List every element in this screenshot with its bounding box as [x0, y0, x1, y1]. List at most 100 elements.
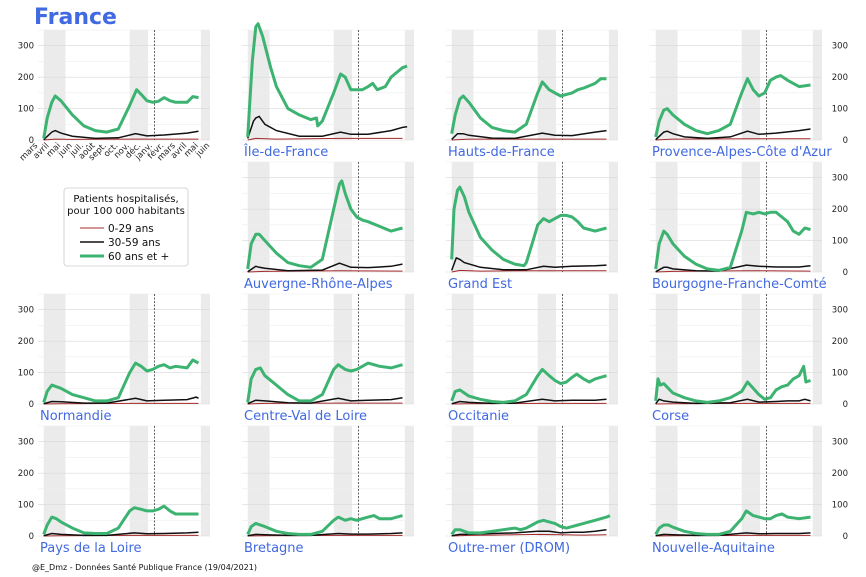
series-line-60-plus [654, 364, 811, 404]
panel-label: Hauts-de-France [448, 145, 555, 160]
series-line-30-59 [451, 528, 607, 537]
lockdown-band [333, 426, 353, 536]
lockdown-band [608, 30, 618, 140]
series-line-0-29 [247, 137, 403, 141]
series-line-60-plus [246, 514, 403, 536]
lockdown-band [537, 294, 557, 404]
lockdown-band [200, 426, 210, 536]
lockdown-band [404, 294, 414, 404]
lockdown-band [608, 294, 618, 404]
lockdown-band [655, 294, 678, 404]
legend-subtitle: pour 100 000 habitants [67, 206, 185, 217]
panel: 0 100 200 300 Corse [650, 293, 848, 424]
series-line-60-plus [42, 358, 200, 403]
lockdown-band [333, 162, 353, 272]
series-line-30-59 [43, 129, 199, 141]
lockdown-band [404, 30, 414, 140]
series-line-60-plus [450, 514, 611, 536]
panels-grid: 0100200300marsavrilmaijuinjuil.aoûtsept.… [18, 22, 848, 556]
series-line-60-plus [246, 179, 403, 270]
lockdown-band [333, 30, 353, 140]
lockdown-band [247, 162, 270, 272]
panel: 0 100 200 300 Pays de la Loire [18, 425, 210, 556]
y-tick-label: 100 [832, 105, 848, 115]
lockdown-band [200, 30, 210, 140]
y-tick-label: 100 [18, 501, 34, 511]
series-line-0-29 [451, 138, 607, 141]
panel-label: Grand Est [448, 277, 512, 292]
panel-label: Provence-Alpes-Côte d'Azur [652, 145, 832, 160]
lockdown-band [129, 30, 149, 140]
y-tick-label: 100 [832, 501, 848, 511]
lockdown-band [247, 426, 270, 536]
lockdown-band [741, 294, 761, 404]
lockdown-band [200, 294, 210, 404]
series-line-60-plus [450, 77, 607, 134]
y-tick-label: 0 [29, 136, 34, 146]
panel-label: Nouvelle-Aquitaine [652, 541, 775, 556]
y-tick-label: 200 [18, 337, 34, 347]
lockdown-band [655, 426, 678, 536]
lockdown-band [608, 426, 618, 536]
lockdown-band [43, 294, 66, 404]
lockdown-band [43, 426, 66, 536]
panel: Auvergne-Rhône-Alpes [242, 161, 414, 292]
y-tick-label: 200 [832, 469, 848, 479]
series-line-60-plus [246, 22, 408, 137]
lockdown-band [812, 30, 822, 140]
series-line-60-plus [246, 361, 403, 403]
panel-label: Auvergne-Rhône-Alpes [244, 277, 393, 292]
panel: Île-de-France [242, 22, 414, 160]
y-tick-label: 100 [832, 237, 848, 247]
y-tick-label: 100 [832, 369, 848, 379]
legend-title: Patients hospitalisés, [73, 193, 178, 205]
series-line-30-59 [43, 531, 199, 537]
series-line-30-59 [655, 398, 811, 405]
lockdown-band [537, 426, 557, 536]
lockdown-band [451, 426, 474, 536]
panel: 0 100 200 300 Normandie [18, 293, 210, 424]
series-line-30-59 [451, 129, 607, 140]
y-tick-label: 0 [843, 532, 848, 542]
y-tick-label: 300 [832, 306, 848, 316]
panel-label: Normandie [40, 409, 112, 424]
series-line-60-plus [450, 367, 607, 404]
panel-label: Outre-mer (DROM) [448, 541, 570, 556]
lockdown-band [812, 294, 822, 404]
panel-label: Pays de la Loire [40, 541, 142, 556]
y-tick-label: 300 [832, 438, 848, 448]
legend-entry: 60 ans et + [108, 251, 169, 263]
panel-label: Bretagne [244, 541, 304, 556]
panel-label: Corse [652, 409, 689, 424]
y-tick-label: 200 [18, 469, 34, 479]
series-line-30-59 [247, 262, 403, 273]
series-line-60-plus [654, 210, 811, 272]
lockdown-band [537, 162, 557, 272]
series-line-30-59 [247, 532, 403, 537]
y-tick-label: 300 [18, 306, 34, 316]
y-tick-label: 0 [843, 400, 848, 410]
y-tick-label: 0 [843, 268, 848, 278]
legend-entry: 0-29 ans [108, 223, 154, 235]
series-line-60-plus [42, 504, 199, 535]
y-tick-label: 0 [843, 136, 848, 146]
lockdown-band [608, 162, 618, 272]
series-line-60-plus [654, 509, 811, 536]
series-line-0-29 [451, 533, 607, 537]
series-line-0-29 [451, 269, 607, 273]
series-line-60-plus [450, 185, 607, 268]
y-tick-label: 300 [832, 174, 848, 184]
y-tick-label: 200 [832, 73, 848, 83]
series-line-30-59 [43, 396, 199, 405]
y-tick-label: 0 [29, 400, 34, 410]
panel: Occitanie [446, 293, 618, 424]
panel: Grand Est [446, 161, 618, 292]
lockdown-band [333, 294, 353, 404]
series-line-60-plus [42, 88, 199, 139]
series-line-30-59 [655, 532, 811, 537]
lockdown-band [451, 294, 474, 404]
panel: Outre-mer (DROM) [446, 425, 618, 556]
chart-title: France [34, 5, 117, 30]
y-tick-label: 200 [832, 337, 848, 347]
y-tick-label: 100 [18, 105, 34, 115]
